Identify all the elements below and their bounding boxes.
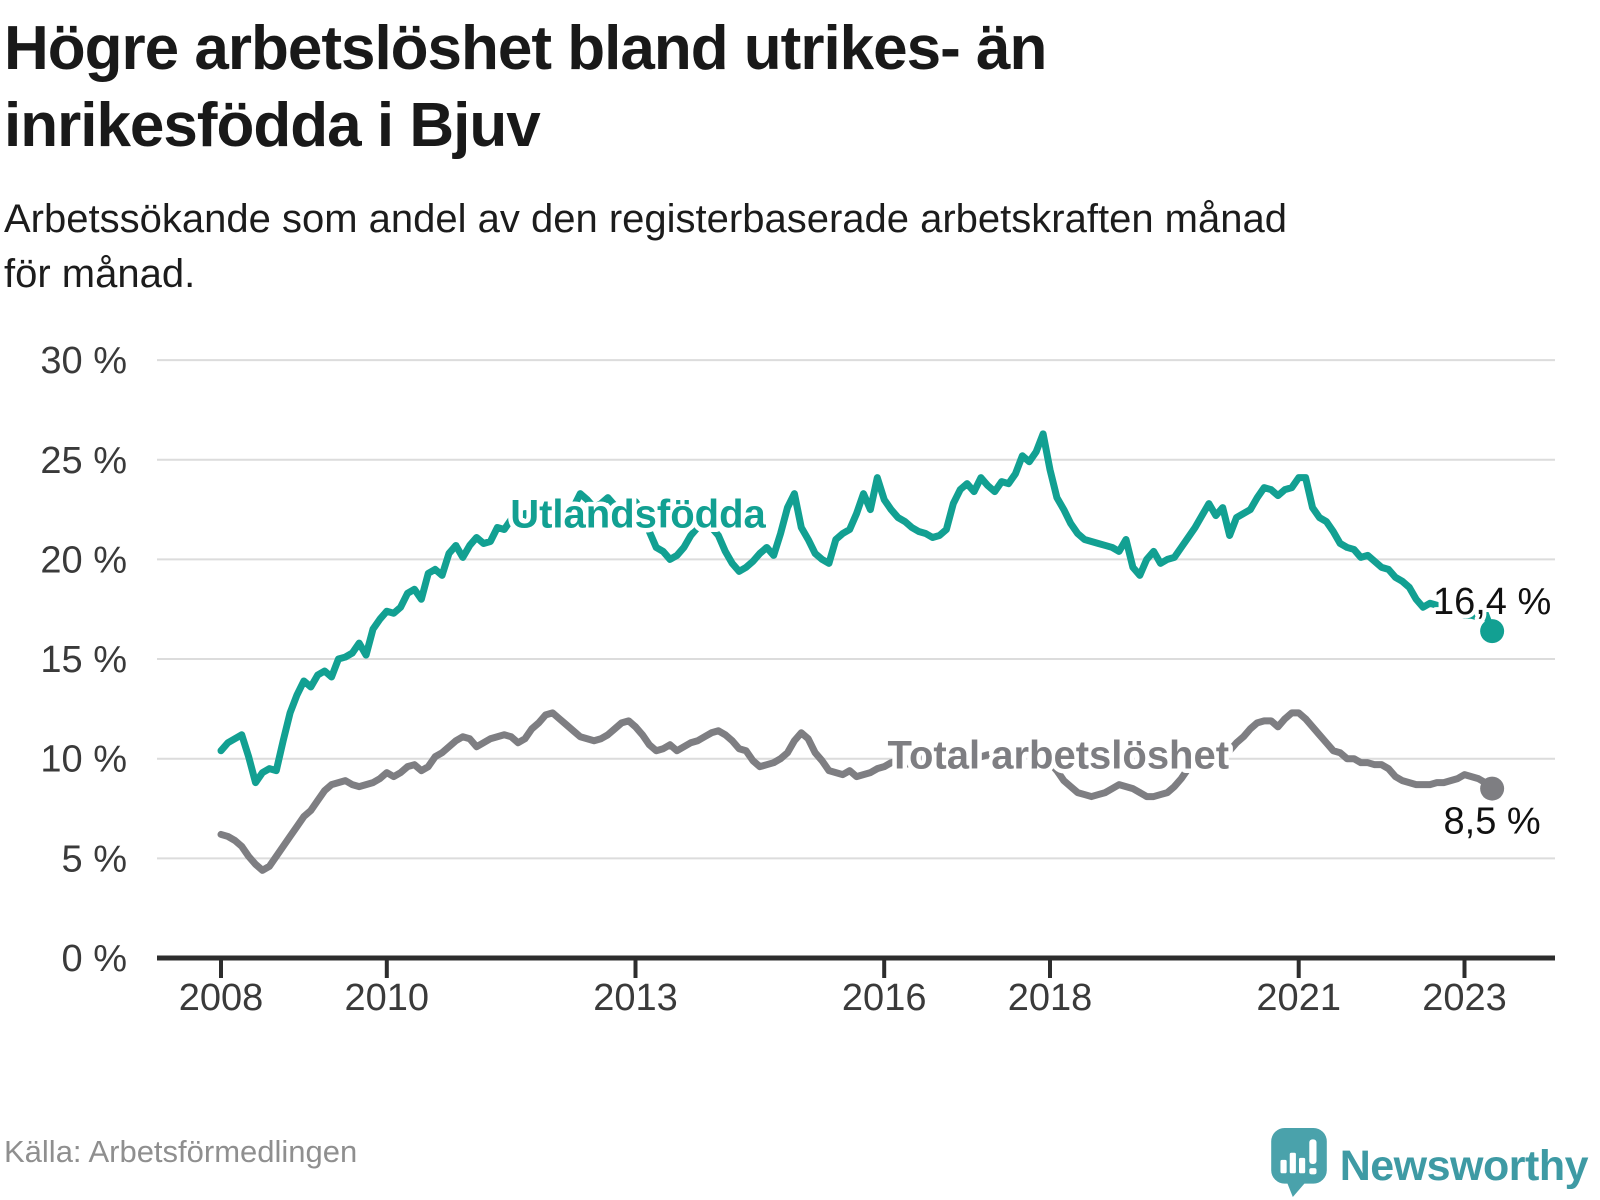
logo-bar-medium xyxy=(1298,1157,1305,1174)
series-line-total-arbetsl-shet xyxy=(217,709,1496,874)
chart-title-line-2: inrikesfödda i Bjuv xyxy=(4,91,541,160)
x-tick-label: 2021 xyxy=(1256,977,1341,1019)
x-tick-label: 2008 xyxy=(179,977,264,1019)
y-tick-label: 0 % xyxy=(62,938,127,980)
series-end-dot xyxy=(1480,619,1505,644)
end-value-label: 16,4 % xyxy=(1433,581,1551,623)
end-value-label: 8,5 % xyxy=(1444,801,1541,843)
logo-bar-small xyxy=(1280,1159,1287,1174)
logo-bar-tall xyxy=(1289,1152,1296,1174)
chart-subtitle-line-2: för månad. xyxy=(4,252,196,296)
series-end-dot xyxy=(1480,776,1505,801)
series-line-utlandsf-dda xyxy=(217,430,1496,787)
chart-subtitle-line-1: Arbetssökande som andel av den registerb… xyxy=(4,197,1287,241)
series-label: Utlandsfödda xyxy=(510,493,766,537)
x-tick-label: 2023 xyxy=(1422,977,1507,1019)
newsworthy-logo-icon xyxy=(1270,1128,1327,1197)
logo-exclamation-bar xyxy=(1309,1139,1317,1165)
chart-title: Högre arbetslöshet bland utrikes- än inr… xyxy=(4,10,1047,164)
y-tick-label: 15 % xyxy=(40,639,127,681)
y-tick-label: 10 % xyxy=(40,739,127,781)
logo-exclamation-dot xyxy=(1309,1168,1317,1175)
x-tick-label: 2016 xyxy=(842,977,927,1019)
chart-title-line-1: Högre arbetslöshet bland utrikes- än xyxy=(4,14,1047,83)
y-tick-label: 20 % xyxy=(40,539,127,581)
x-tick-label: 2018 xyxy=(1008,977,1093,1019)
chart-subtitle: Arbetssökande som andel av den registerb… xyxy=(4,192,1287,302)
y-tick-label: 25 % xyxy=(40,440,127,482)
series-label: Total arbetslöshet xyxy=(888,734,1230,778)
y-tick-label: 30 % xyxy=(40,340,127,382)
brand-name: Newsworthy xyxy=(1339,1142,1589,1190)
newsworthy-logo: Newsworthy xyxy=(1270,1128,1589,1198)
x-tick-label: 2010 xyxy=(345,977,430,1019)
x-tick-label: 2013 xyxy=(593,977,678,1019)
y-tick-label: 5 % xyxy=(62,838,127,880)
source-note: Källa: Arbetsförmedlingen xyxy=(4,1134,358,1169)
